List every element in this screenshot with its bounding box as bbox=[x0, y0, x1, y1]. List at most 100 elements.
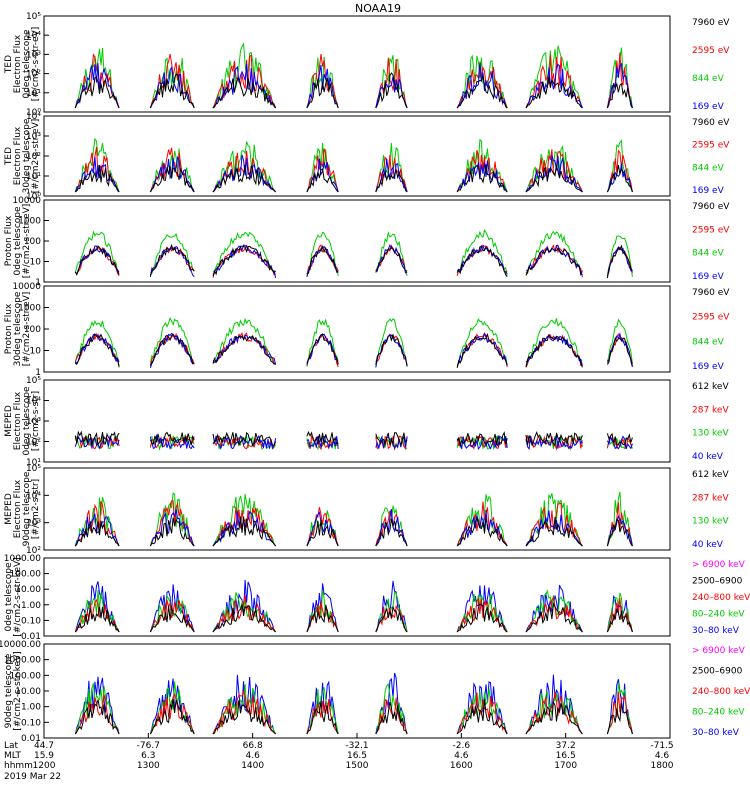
flux-trace bbox=[74, 516, 633, 547]
y-tick-label: 100.00 bbox=[10, 570, 42, 580]
panel-ylabel-line: Electron Flux bbox=[13, 126, 23, 185]
legend-entry: 240–800 keV bbox=[692, 687, 750, 697]
panel-ylabel-line: 90deg telescope bbox=[4, 653, 14, 728]
x-tick-label-mlt: 6.3 bbox=[141, 751, 155, 761]
flux-trace bbox=[74, 595, 633, 633]
legend-entry: 2595 eV bbox=[692, 141, 730, 151]
panel-ylabel: TEDElectron Flux30deg telescope[#/cm2-s-… bbox=[4, 118, 41, 193]
y-tick-label: 10³ bbox=[26, 519, 41, 529]
panel-frame bbox=[43, 643, 671, 739]
flux-trace bbox=[74, 602, 633, 633]
y-tick-label: 10¹ bbox=[26, 458, 41, 468]
legend-entry: 169 eV bbox=[692, 186, 725, 196]
y-tick-label: 100 bbox=[24, 325, 41, 335]
x-tick-label-mlt: 15.9 bbox=[34, 751, 54, 761]
panel-frame bbox=[43, 199, 671, 283]
y-tick-label: 1 bbox=[35, 368, 41, 378]
flux-trace bbox=[74, 42, 633, 109]
flux-traces bbox=[74, 672, 633, 735]
flux-trace bbox=[74, 244, 633, 278]
flux-trace bbox=[75, 164, 633, 193]
panel-ylabel-line: TED bbox=[4, 55, 14, 74]
legend-entry: 40 keV bbox=[692, 540, 724, 550]
flux-trace bbox=[74, 698, 633, 735]
panel-ylabel-line: 30deg telescope bbox=[13, 291, 23, 366]
panel-ylabel-line: Electron Flux bbox=[13, 391, 23, 450]
flux-traces bbox=[74, 137, 633, 193]
x-tick-label-lat: -76.7 bbox=[137, 741, 160, 751]
y-tick-label: 10⁴ bbox=[26, 491, 41, 501]
panel-ylabel: 0deg telescope[#/cm2-s-str-keV] bbox=[4, 557, 23, 636]
panel-ylabel-line: TED bbox=[4, 147, 14, 166]
y-tick-label: 1000 bbox=[18, 217, 41, 227]
flux-trace bbox=[74, 243, 633, 279]
legend-entry: > 6900 keV bbox=[692, 560, 746, 570]
legend-entry: 130 keV bbox=[692, 517, 729, 527]
legend-entry: 2500–6900 bbox=[692, 667, 743, 677]
x-tick-label-mlt: 16.5 bbox=[556, 751, 576, 761]
x-tick-label-hhmm: 1300 bbox=[137, 761, 160, 771]
y-tick-label: 10.00 bbox=[15, 687, 41, 697]
panel-ylabel-line: 0deg telescope bbox=[22, 29, 32, 99]
panel-ylabel-line: 0deg telescope bbox=[13, 206, 23, 276]
panel-ylabel: MEPEDElectron Flux90deg telescope[#/cm2-… bbox=[4, 471, 41, 546]
y-tick-label: 10⁴ bbox=[26, 31, 41, 41]
x-tick-label-lat: -2.6 bbox=[453, 741, 471, 751]
y-tick-label: 1.00 bbox=[21, 601, 41, 611]
y-tick-label: 10³ bbox=[26, 417, 41, 427]
legend-entry: 2595 eV bbox=[692, 313, 730, 323]
y-tick-label: 10² bbox=[26, 546, 41, 556]
y-tick-label: 100.00 bbox=[10, 671, 42, 681]
flux-trace bbox=[74, 316, 633, 368]
flux-traces bbox=[74, 316, 633, 368]
x-tick-label-lat: 44.7 bbox=[34, 741, 54, 751]
flux-trace bbox=[74, 332, 633, 368]
panel-ylabel: Proton Flux0deg telescope[#/cm2-s-str-eV… bbox=[4, 204, 32, 279]
panel-ylabel-line: MEPED bbox=[4, 405, 14, 437]
legend-entry: > 6900 keV bbox=[692, 646, 746, 656]
legend-entry: 30–80 keV bbox=[692, 626, 740, 636]
legend-entry: 844 eV bbox=[692, 249, 725, 259]
flux-traces bbox=[74, 42, 633, 109]
legend-entry: 169 eV bbox=[692, 102, 725, 112]
panel-ylabel-line: [#/cm2-s-str-keV] bbox=[13, 651, 23, 730]
legend-entry: 30–80 keV bbox=[692, 728, 740, 738]
x-tick-label-hhmm: 1600 bbox=[450, 761, 473, 771]
panel-1: 10⁰ 10¹ 10² 10³ 10⁴ 10⁵ TEDElectron Flux0deg t… bbox=[4, 12, 730, 118]
legend-entry: 7960 eV bbox=[692, 18, 730, 28]
legend-entry: 844 eV bbox=[692, 74, 725, 84]
y-tick-label: 10 bbox=[30, 347, 42, 357]
flux-traces bbox=[74, 579, 633, 633]
legend-entry: 130 keV bbox=[692, 429, 729, 439]
y-tick-label: 1.00 bbox=[21, 703, 41, 713]
panel-ylabel-line: MEPED bbox=[4, 493, 14, 525]
panel-frame bbox=[43, 15, 671, 113]
y-tick-label: 10000 bbox=[12, 282, 41, 292]
panel-ylabel: TEDElectron Flux0deg telescope[#/cm2-s-s… bbox=[4, 27, 41, 102]
legend-entry: 287 keV bbox=[692, 493, 729, 503]
panel-ylabel-line: Electron Flux bbox=[13, 34, 23, 93]
panel-ylabel-line: [#/cm2-s-str] bbox=[31, 479, 41, 539]
y-tick-label: 10³ bbox=[26, 132, 41, 142]
panel-frame bbox=[43, 467, 671, 551]
y-tick-label: 10¹ bbox=[26, 172, 41, 182]
y-tick-label: 10¹ bbox=[26, 89, 41, 99]
y-tick-label: 10² bbox=[26, 70, 41, 80]
panel-ylabel: MEPEDElectron Flux0deg telescope[#/cm2-s… bbox=[4, 386, 41, 456]
panel-ylabel: Proton Flux30deg telescope[#/cm2-s-str-e… bbox=[4, 291, 32, 366]
y-tick-label: 10 bbox=[30, 258, 42, 268]
legend-entry: 612 keV bbox=[692, 382, 729, 392]
panel-ylabel-line: 0deg telescope bbox=[22, 386, 32, 456]
flux-traces bbox=[74, 430, 633, 452]
legend-entry: 2595 eV bbox=[692, 46, 730, 56]
legend-entry: 2595 eV bbox=[692, 225, 730, 235]
panel-ylabel-line: [#/cm2-s-str-eV] bbox=[31, 119, 41, 194]
y-tick-label: 10⁴ bbox=[26, 397, 41, 407]
y-tick-label: 10⁵ bbox=[26, 376, 41, 386]
y-tick-label: 10² bbox=[26, 438, 41, 448]
